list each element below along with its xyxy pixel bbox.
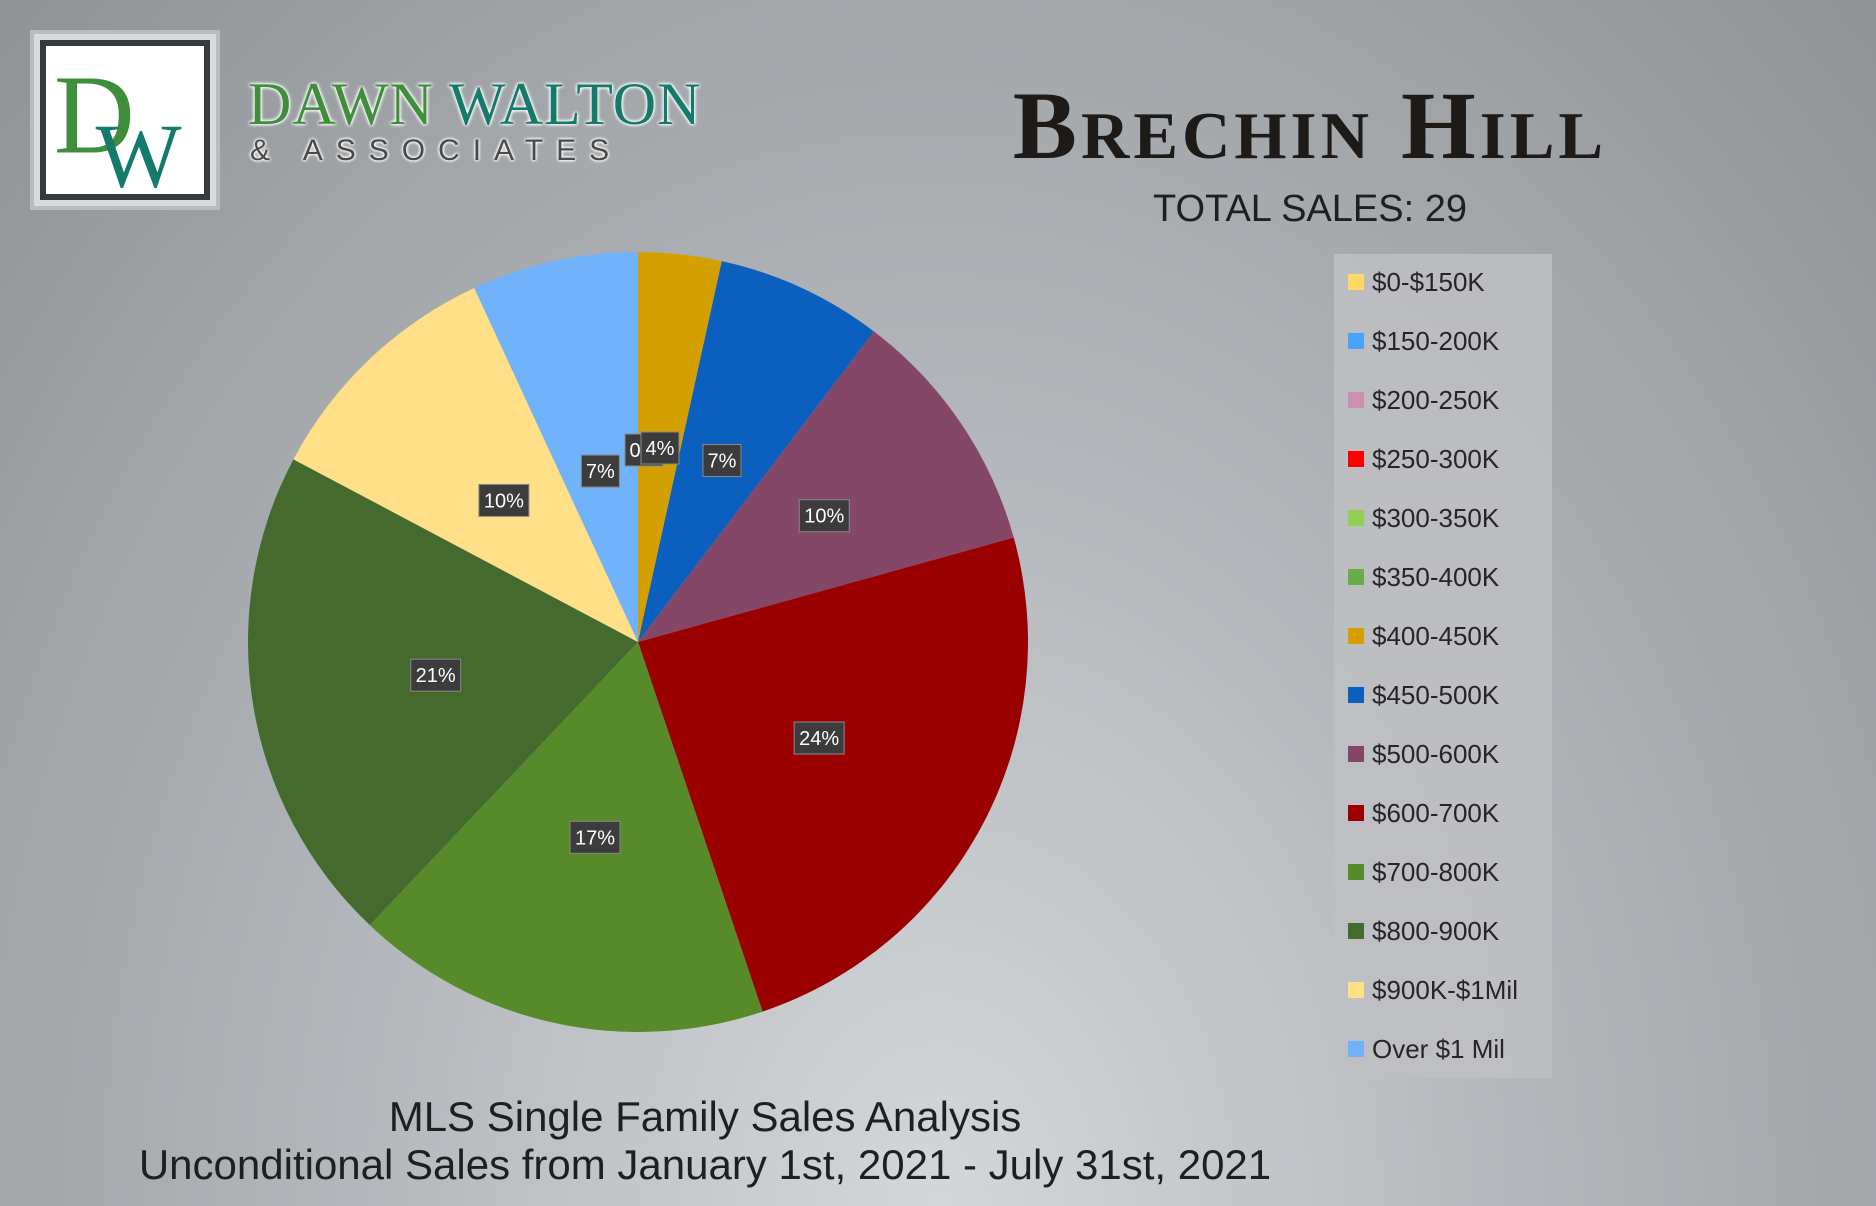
pie-data-label: 4% xyxy=(640,431,680,465)
pie-slice xyxy=(369,642,763,1032)
pie-slice xyxy=(638,252,722,642)
legend-label: $300-350K xyxy=(1372,502,1500,533)
legend-swatch xyxy=(1348,805,1364,821)
legend-label: $350-400K xyxy=(1372,561,1500,592)
pie-data-label: 24% xyxy=(793,721,845,755)
page-title: Brechin Hill xyxy=(1012,72,1608,179)
brand-name-part2: WALTON xyxy=(448,71,702,137)
legend-item: $0-$150K xyxy=(1348,262,1485,302)
pie-slice xyxy=(247,459,638,926)
pie-data-label: 10% xyxy=(478,483,530,517)
legend-item: $800-900K xyxy=(1348,911,1499,951)
pie-data-label-box xyxy=(793,721,845,755)
pie-data-label-text: 10% xyxy=(484,490,524,512)
legend-item: $250-300K xyxy=(1348,439,1499,479)
legend-item: $900K-$1Mil xyxy=(1348,970,1518,1010)
legend-item: $600-700K xyxy=(1348,793,1499,833)
pie-data-label: 7% xyxy=(702,443,742,477)
pie-data-label-text: 10% xyxy=(804,506,844,528)
legend-item: $150-200K xyxy=(1348,321,1499,361)
legend-swatch xyxy=(1348,923,1364,939)
footer-line-2: Unconditional Sales from January 1st, 20… xyxy=(138,1141,1272,1188)
pie-slice xyxy=(638,331,1014,642)
legend-label: $700-800K xyxy=(1372,856,1500,887)
legend-swatch xyxy=(1348,746,1364,762)
legend-item: $350-400K xyxy=(1348,557,1499,597)
pie-data-label-box xyxy=(580,454,620,488)
legend-label: $800-900K xyxy=(1372,915,1500,946)
legend-swatch xyxy=(1348,628,1364,644)
legend-label: $900K-$1Mil xyxy=(1372,974,1518,1005)
logo-monogram-d: D xyxy=(54,53,135,177)
legend-swatch xyxy=(1348,982,1364,998)
legend-label: $200-250K xyxy=(1372,384,1500,415)
pie-data-label-text: 21% xyxy=(416,665,456,687)
pie-data-label: 10% xyxy=(798,499,850,533)
legend-swatch xyxy=(1348,864,1364,880)
pie-data-label-box xyxy=(410,658,462,692)
pie-data-label-box xyxy=(798,499,850,533)
legend-item: $300-350K xyxy=(1348,498,1499,538)
legend-item: $400-450K xyxy=(1348,616,1499,656)
legend-label: $150-200K xyxy=(1372,325,1500,356)
pie-data-label-text: 7% xyxy=(586,461,615,483)
total-sales-label: TOTAL SALES: 29 xyxy=(1152,188,1467,230)
pie-data-label-box xyxy=(702,443,742,477)
pie-data-label-box xyxy=(478,483,530,517)
legend-label: $250-300K xyxy=(1372,443,1500,474)
pie-slice xyxy=(638,261,875,642)
legend-item: $200-250K xyxy=(1348,380,1499,420)
logo: D W xyxy=(30,30,220,210)
brand-name: DAWN WALTON xyxy=(248,70,701,139)
pie-data-label: 17% xyxy=(569,820,621,854)
pie-data-label: 21% xyxy=(410,658,462,692)
legend-label: $0-$150K xyxy=(1372,266,1485,297)
legend-item: $500-600K xyxy=(1348,734,1499,774)
legend-label: $400-450K xyxy=(1372,620,1500,651)
legend-item: $700-800K xyxy=(1348,852,1499,892)
brand-name-part1: DAWN xyxy=(248,71,449,137)
pie-slice xyxy=(638,537,1028,1012)
legend-item: Over $1 Mil xyxy=(1348,1029,1505,1069)
pie-slice xyxy=(474,252,638,642)
pie-data-label-box xyxy=(569,820,621,854)
legend-swatch xyxy=(1348,392,1364,408)
legend-swatch xyxy=(1348,569,1364,585)
pie-data-label-text: 4% xyxy=(646,438,675,460)
legend-swatch xyxy=(1348,274,1364,290)
pie-data-label-text: 7% xyxy=(708,450,737,472)
legend-label: $600-700K xyxy=(1372,797,1500,828)
legend-swatch xyxy=(1348,1041,1364,1057)
footer-line-1: MLS Single Family Sales Analysis xyxy=(388,1093,1022,1140)
legend-swatch xyxy=(1348,333,1364,349)
legend-label: $450-500K xyxy=(1372,679,1500,710)
legend-swatch xyxy=(1348,687,1364,703)
chart-legend: $0-$150K $150-200K $200-250K $250-300K $300-… xyxy=(1334,254,1552,1078)
logo-monogram-w: W xyxy=(96,105,182,194)
legend-label: $500-600K xyxy=(1372,738,1500,769)
pie-data-label-box xyxy=(640,431,680,465)
pie-data-label-text: 17% xyxy=(575,827,615,849)
legend-item: $450-500K xyxy=(1348,675,1499,715)
pie-slice xyxy=(293,288,638,642)
pie-data-label: 7% xyxy=(580,454,620,488)
legend-swatch xyxy=(1348,510,1364,526)
pie-data-label-text: 24% xyxy=(799,728,839,750)
logo-monogram: D W xyxy=(54,53,182,194)
legend-swatch xyxy=(1348,451,1364,467)
legend-label: Over $1 Mil xyxy=(1372,1033,1505,1064)
brand-tagline: & ASSOCIATES xyxy=(250,134,623,167)
